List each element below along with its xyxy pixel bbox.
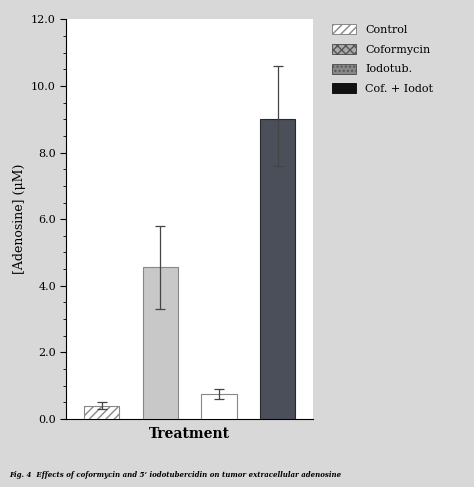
X-axis label: Treatment: Treatment (149, 427, 230, 441)
Bar (201, 394, 237, 419)
Bar (84, 406, 119, 419)
Legend: Control, Coformycin, Iodotub., Cof. + Iodot: Control, Coformycin, Iodotub., Cof. + Io… (328, 21, 436, 97)
Text: Fig. 4  Effects of coformycin and 5’ iodotubercidin on tumor extracellular adeno: Fig. 4 Effects of coformycin and 5’ iodo… (9, 471, 342, 479)
Y-axis label: [Adenosine] (μM): [Adenosine] (μM) (12, 164, 26, 274)
Bar (143, 267, 178, 419)
Bar (260, 119, 295, 419)
